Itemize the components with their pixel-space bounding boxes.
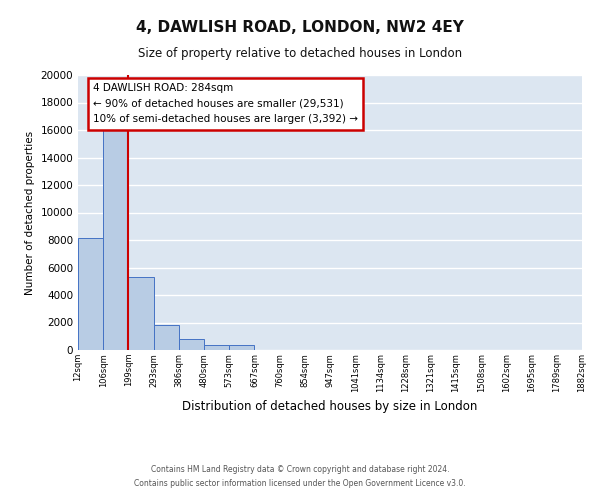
Bar [103,123,128,350]
Text: 4 DAWLISH ROAD: 284sqm
← 90% of detached houses are smaller (29,531)
10% of semi: 4 DAWLISH ROAD: 284sqm ← 90% of detached… [93,83,358,124]
Bar [179,339,204,350]
Bar [128,277,154,350]
Bar [78,238,103,350]
Bar [229,345,254,350]
X-axis label: Distribution of detached houses by size in London: Distribution of detached houses by size … [182,400,478,413]
Bar [154,326,179,350]
Bar [204,345,229,350]
Text: 4, DAWLISH ROAD, LONDON, NW2 4EY: 4, DAWLISH ROAD, LONDON, NW2 4EY [136,20,464,35]
Y-axis label: Number of detached properties: Number of detached properties [25,130,35,294]
Text: Size of property relative to detached houses in London: Size of property relative to detached ho… [138,48,462,60]
Text: Contains HM Land Registry data © Crown copyright and database right 2024.
Contai: Contains HM Land Registry data © Crown c… [134,466,466,487]
